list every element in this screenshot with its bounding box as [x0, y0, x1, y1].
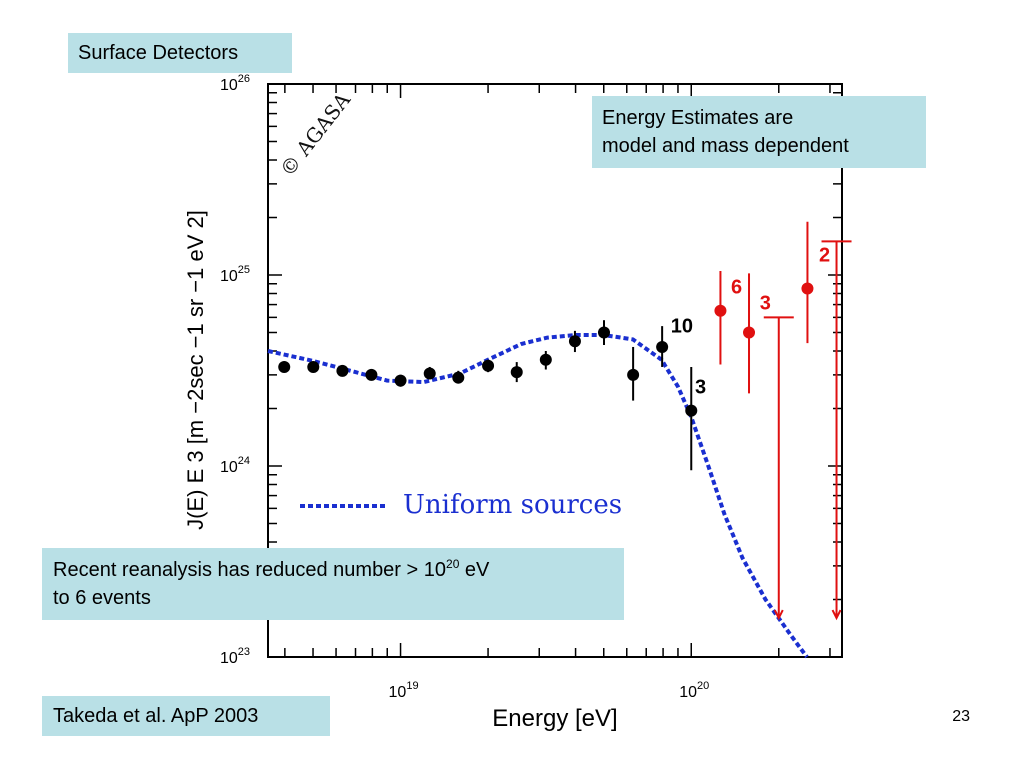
data-point	[423, 367, 436, 380]
data-point	[568, 335, 581, 348]
y-axis-label: J(E) E 3 [m −2sec −1 sr −1 eV 2]	[183, 210, 208, 530]
energy-note-line-1: Energy Estimates are	[602, 107, 794, 129]
x-axis-label: Energy [eV]	[492, 705, 617, 732]
reanalysis-note-line-2: to 6 events	[53, 587, 151, 609]
x-tick-label: 1019	[389, 680, 419, 701]
y-axis-label-group: J(E) E 3 [m −2sec −1 sr −1 eV 2]	[183, 210, 208, 530]
data-point	[539, 353, 552, 366]
data-point	[714, 304, 727, 317]
reanalysis-note: Recent reanalysis has reduced number > 1…	[42, 548, 624, 620]
data-point	[307, 360, 320, 373]
data-point	[452, 371, 465, 384]
agasa-watermark: © AGASA	[275, 88, 355, 182]
data-point	[627, 368, 640, 381]
event-count-label: 2	[819, 244, 830, 266]
surface-detectors-label: Surface Detectors	[68, 33, 292, 73]
upper-limit-arrow	[831, 609, 842, 621]
data-point	[482, 359, 495, 372]
event-count-label: 3	[695, 376, 706, 398]
plot-frame	[267, 83, 843, 658]
event-count-label: 6	[731, 277, 742, 299]
data-point	[278, 360, 291, 373]
data-point	[743, 326, 756, 339]
y-tick-label: 1024	[220, 455, 250, 476]
data-point	[336, 364, 349, 377]
event-count-label: 3	[760, 292, 771, 314]
citation-label: Takeda et al. ApP 2003	[42, 696, 330, 736]
slide-number: 23	[952, 708, 970, 725]
reanalysis-note-line-1: Recent reanalysis has reduced number > 1…	[53, 556, 624, 584]
data-point	[597, 326, 610, 339]
data-point	[365, 368, 378, 381]
event-count-label: 10	[671, 315, 693, 337]
energy-estimates-note: Energy Estimates are model and mass depe…	[592, 96, 926, 168]
upper-limit-arrow	[773, 609, 784, 621]
data-point	[394, 374, 407, 387]
reanalysis-note-unit: eV	[459, 559, 490, 581]
y-tick-label: 1026	[220, 73, 250, 94]
legend-label: Uniform sources	[403, 490, 622, 520]
reanalysis-note-exponent: 20	[446, 557, 460, 571]
data-point	[685, 404, 698, 417]
y-tick-label: 1023	[220, 646, 250, 667]
reanalysis-note-text: Recent reanalysis has reduced number > 1…	[53, 559, 447, 581]
y-tick-label: 1025	[220, 264, 250, 285]
data-point	[510, 366, 523, 379]
x-tick-label: 1020	[679, 680, 709, 701]
watermark-group: © AGASA	[275, 88, 355, 182]
data-point	[656, 340, 669, 353]
energy-note-line-2: model and mass dependent	[602, 135, 849, 157]
data-point	[801, 282, 814, 295]
